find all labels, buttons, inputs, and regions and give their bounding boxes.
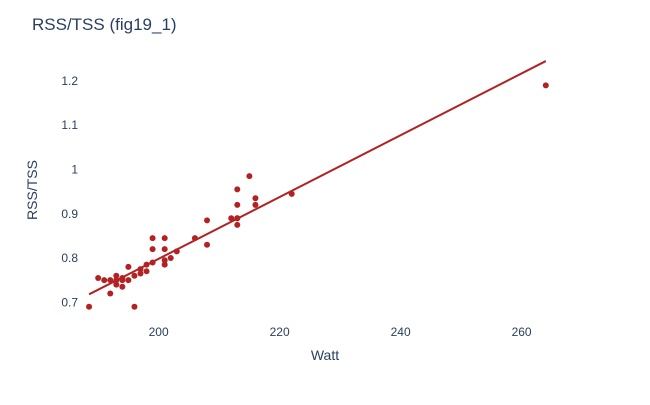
data-point [137, 266, 144, 273]
data-point [131, 303, 138, 310]
data-point [542, 82, 549, 89]
y-tick-label: 0.8 [61, 251, 78, 265]
data-point [161, 235, 168, 242]
data-point [234, 221, 241, 228]
data-point [288, 190, 295, 197]
data-point [191, 235, 198, 242]
data-point [95, 274, 102, 281]
data-point [173, 248, 180, 255]
data-point [149, 235, 156, 242]
data-point [107, 277, 114, 284]
y-tick-label: 1.2 [61, 74, 78, 88]
y-tick-label: 1 [71, 163, 78, 177]
data-point [101, 277, 108, 284]
data-point [252, 195, 259, 202]
data-point [161, 257, 168, 264]
fit-line-layer [88, 60, 547, 296]
data-point [86, 303, 93, 310]
data-point [137, 270, 144, 277]
data-point [125, 277, 132, 284]
data-point [204, 217, 211, 224]
data-point [234, 186, 241, 193]
y-tick-label: 0.7 [61, 295, 78, 309]
y-tick-label: 1.1 [61, 118, 78, 132]
x-tick-label: 260 [512, 325, 532, 339]
x-tick-labels: 200 220 240 260 [149, 325, 532, 339]
x-axis-title: Watt [311, 347, 339, 363]
data-point [143, 268, 150, 275]
points-layer [86, 82, 549, 310]
data-point [131, 272, 138, 279]
y-tick-label: 0.9 [61, 207, 78, 221]
data-point [107, 290, 114, 297]
data-point [252, 201, 259, 208]
data-point [149, 259, 156, 266]
data-point [113, 272, 120, 279]
data-point [113, 277, 120, 284]
data-point [161, 261, 168, 268]
data-point [234, 215, 241, 222]
data-point [119, 283, 126, 290]
x-tick-label: 200 [149, 325, 169, 339]
fit-line [88, 60, 547, 296]
data-point [228, 215, 235, 222]
data-point [113, 281, 120, 288]
data-point [167, 255, 174, 262]
y-tick-labels: 0.7 0.8 0.9 1 1.1 1.2 [61, 74, 78, 309]
y-axis-title: RSS/TSS [24, 160, 40, 220]
data-point [149, 246, 156, 253]
data-point [246, 173, 253, 180]
data-point [161, 246, 168, 253]
data-point [204, 241, 211, 248]
chart-title: RSS/TSS (fig19_1) [32, 15, 177, 34]
data-point [119, 274, 126, 281]
data-point [143, 261, 150, 268]
data-point [125, 263, 132, 270]
data-point [234, 201, 241, 208]
x-tick-label: 240 [391, 325, 411, 339]
x-tick-label: 220 [270, 325, 290, 339]
